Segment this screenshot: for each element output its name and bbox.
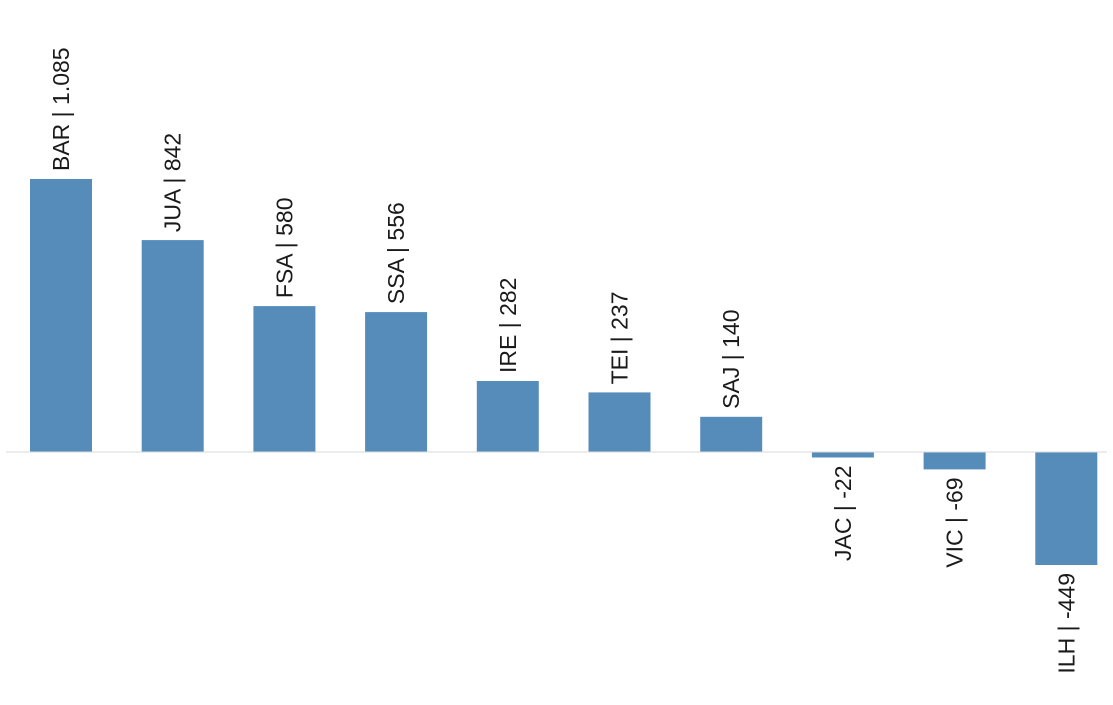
data-label-fsa: FSA | 580 <box>271 198 297 299</box>
data-label-tei: TEI | 237 <box>607 291 633 384</box>
data-label-jua: JUA | 842 <box>160 133 186 232</box>
data-label-saj: SAJ | 140 <box>718 309 744 408</box>
data-label-jac: JAC | -22 <box>830 466 856 561</box>
bar-ire <box>476 381 539 452</box>
data-label-ilh: ILH | -449 <box>1053 573 1079 674</box>
data-label-bar: BAR | 1.085 <box>48 47 74 171</box>
bar-fsa <box>253 306 316 452</box>
bar-tei <box>588 392 651 452</box>
bar-ilh <box>1035 452 1098 565</box>
data-label-ssa: SSA | 556 <box>383 202 409 304</box>
bar-vic <box>923 452 986 470</box>
bars-group <box>30 179 1098 565</box>
bar-bar <box>30 179 92 452</box>
bar-saj <box>700 416 763 452</box>
bar-jac <box>811 452 874 458</box>
labels-group: BAR | 1.085 JUA | 842 FSA | 580 SSA | 556 IR… <box>48 47 1079 673</box>
bar-ssa <box>365 312 428 452</box>
data-label-ire: IRE | 282 <box>495 278 521 373</box>
bar-jua <box>141 240 204 452</box>
data-label-vic: VIC | -69 <box>942 477 968 567</box>
